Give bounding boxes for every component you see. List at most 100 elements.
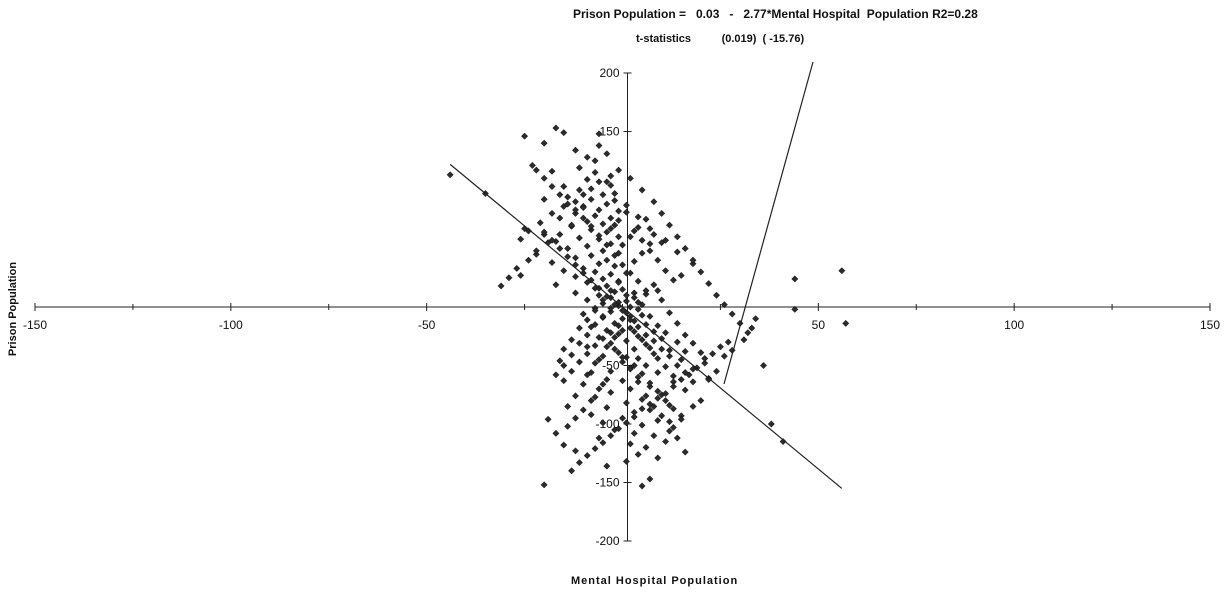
data-point: [603, 462, 611, 470]
data-point: [615, 330, 623, 338]
data-point: [630, 429, 638, 437]
y-tick-label: -50: [602, 359, 620, 373]
data-point: [599, 352, 607, 360]
data-point: [622, 297, 630, 305]
data-point: [599, 439, 607, 447]
data-point: [603, 200, 611, 208]
data-point: [638, 482, 646, 490]
data-point: [622, 208, 630, 216]
data-point: [603, 241, 611, 249]
data-point: [560, 129, 568, 137]
data-point: [603, 150, 611, 158]
data-point: [650, 281, 658, 289]
data-point: [638, 395, 646, 403]
data-point: [615, 425, 623, 433]
data-point: [650, 432, 658, 440]
data-point: [752, 315, 760, 323]
data-point: [666, 418, 673, 426]
data-point: [634, 298, 642, 306]
data-point: [619, 353, 626, 361]
data-point: [689, 256, 697, 264]
data-point: [607, 432, 615, 440]
data-point: [607, 287, 615, 295]
data-point: [638, 370, 646, 378]
data-point: [677, 376, 685, 384]
data-point: [677, 356, 685, 364]
data-point: [701, 359, 709, 367]
data-point: [619, 261, 626, 269]
data-point: [669, 276, 677, 284]
data-point: [713, 367, 720, 375]
data-point: [681, 386, 689, 394]
data-point: [568, 467, 576, 475]
data-point: [697, 397, 705, 405]
t-statistics-label: t-statistics (0.019) ( -15.76): [636, 33, 805, 45]
data-point: [540, 228, 548, 236]
y-axis-title: Prison Population: [7, 261, 20, 357]
data-point: [673, 338, 681, 346]
data-point: [634, 277, 642, 285]
data-point: [560, 183, 568, 190]
data-point: [603, 326, 611, 334]
data-point: [595, 260, 603, 268]
x-tick-label: 100: [1004, 318, 1024, 332]
data-point: [646, 240, 654, 248]
data-point: [579, 310, 587, 318]
data-point: [599, 335, 607, 343]
data-point: [842, 319, 850, 327]
data-point: [615, 349, 623, 357]
data-point: [603, 404, 611, 412]
data-point: [548, 236, 556, 244]
data-point: [548, 209, 556, 217]
data-point: [642, 331, 650, 339]
data-point: [622, 419, 630, 427]
y-tick-label: 150: [599, 125, 619, 139]
data-point: [572, 146, 579, 154]
data-point: [615, 207, 623, 215]
data-point: [646, 312, 654, 320]
data-point: [556, 214, 564, 222]
data-point: [607, 270, 615, 278]
data-point: [595, 142, 603, 150]
data-point: [552, 281, 560, 289]
data-point: [497, 282, 505, 290]
data-point: [658, 296, 666, 304]
data-point: [650, 198, 658, 206]
data-point: [603, 178, 611, 186]
data-point: [556, 230, 564, 238]
data-point: [689, 378, 697, 386]
data-point: [615, 278, 623, 286]
data-point: [728, 310, 736, 318]
data-point: [697, 268, 705, 276]
data-point: [591, 393, 599, 401]
data-point: [838, 267, 846, 275]
data-point: [669, 383, 677, 391]
data-point: [681, 347, 689, 355]
data-point: [572, 392, 579, 400]
data-point: [630, 345, 638, 353]
data-point: [642, 215, 650, 223]
data-point: [583, 242, 591, 250]
data-point: [599, 300, 607, 307]
data-point: [544, 415, 552, 423]
data-point: [591, 268, 599, 276]
data-point: [634, 213, 642, 221]
data-point: [619, 241, 626, 249]
data-point: [662, 390, 670, 398]
data-point: [599, 296, 607, 304]
data-point: [595, 206, 603, 214]
data-point: [615, 216, 623, 224]
data-point: [716, 343, 724, 351]
data-point: [599, 220, 607, 228]
data-point: [646, 225, 654, 233]
data-point: [607, 181, 615, 189]
data-point: [611, 262, 619, 270]
data-point: [630, 362, 638, 369]
data-point: [583, 343, 591, 351]
data-point: [599, 191, 607, 199]
data-point: [666, 309, 673, 317]
data-point: [607, 388, 615, 396]
data-point: [638, 421, 646, 429]
data-point: [591, 168, 599, 176]
data-point: [564, 253, 572, 261]
